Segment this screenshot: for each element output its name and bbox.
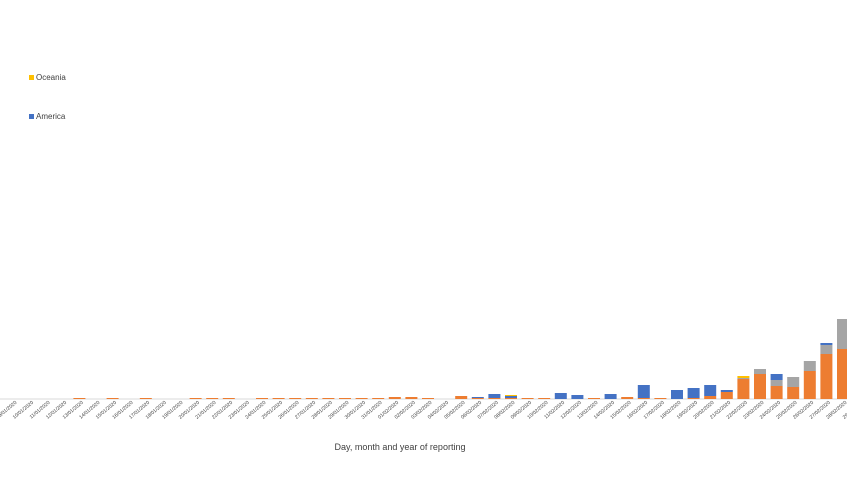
bar-segment [322,398,335,399]
legend-swatch [29,114,34,119]
bar-segment [505,398,517,399]
bar-segment [837,349,847,399]
bar-segment [521,398,534,399]
bar-segment [837,319,847,349]
bar-segment [803,361,816,371]
bar-segment [206,398,219,399]
legend-swatch [29,75,34,80]
bar-segment [754,369,766,374]
bar-segment [588,398,600,399]
bar-segment [372,398,385,399]
bar-segment [704,396,717,399]
bar-segment [754,374,766,399]
bar-segment [256,398,268,399]
bar-segment [222,398,235,399]
bar-segment [339,398,351,399]
bar-segment [189,398,202,399]
bar-segment [471,397,484,398]
bar-segment [272,398,285,399]
bar-segment [737,379,750,399]
bar-segment [538,398,551,399]
bar-segment [687,388,700,398]
bar-segment [770,386,783,399]
bar-segment [803,371,816,399]
bar-segment [787,377,800,387]
bar-segment [820,343,833,345]
bar-segment [704,385,717,396]
bar-segment [604,394,617,399]
bar-segment [455,396,468,399]
bar-segment [139,398,152,399]
bar-segment [621,397,634,399]
bar-segment [654,398,667,399]
bar-segment [820,354,833,399]
bar-segment [770,380,783,386]
bar-segment [554,393,567,399]
bar-segment [289,398,302,399]
bar-segment [488,394,501,398]
bar-segment [737,376,750,378]
bar-segment [505,395,517,396]
bar-segment [787,387,800,399]
legend-label: Oceania [36,73,66,82]
bar-segment [305,398,318,399]
bar-segment [571,395,584,399]
bar-segment [422,398,434,399]
bar-segment [820,345,833,354]
bar-segment [355,398,368,399]
bar-segment [471,398,484,399]
bar-segment [720,392,733,399]
bar-segment [737,378,750,379]
bar-segment [671,390,683,399]
bar-segment [687,398,700,399]
bar-segment [720,390,733,392]
bar-segment [73,398,86,399]
bar-segment [637,385,650,398]
x-axis-title: Day, month and year of reporting [335,442,466,452]
bar-segment [405,397,418,399]
bar-segment [770,374,783,380]
bar-segment [488,398,501,399]
bar-segment [106,398,119,399]
legend-label: America [36,112,66,121]
bar-segment [505,396,517,398]
bar-segment [388,397,401,399]
bar-segment [637,398,650,399]
